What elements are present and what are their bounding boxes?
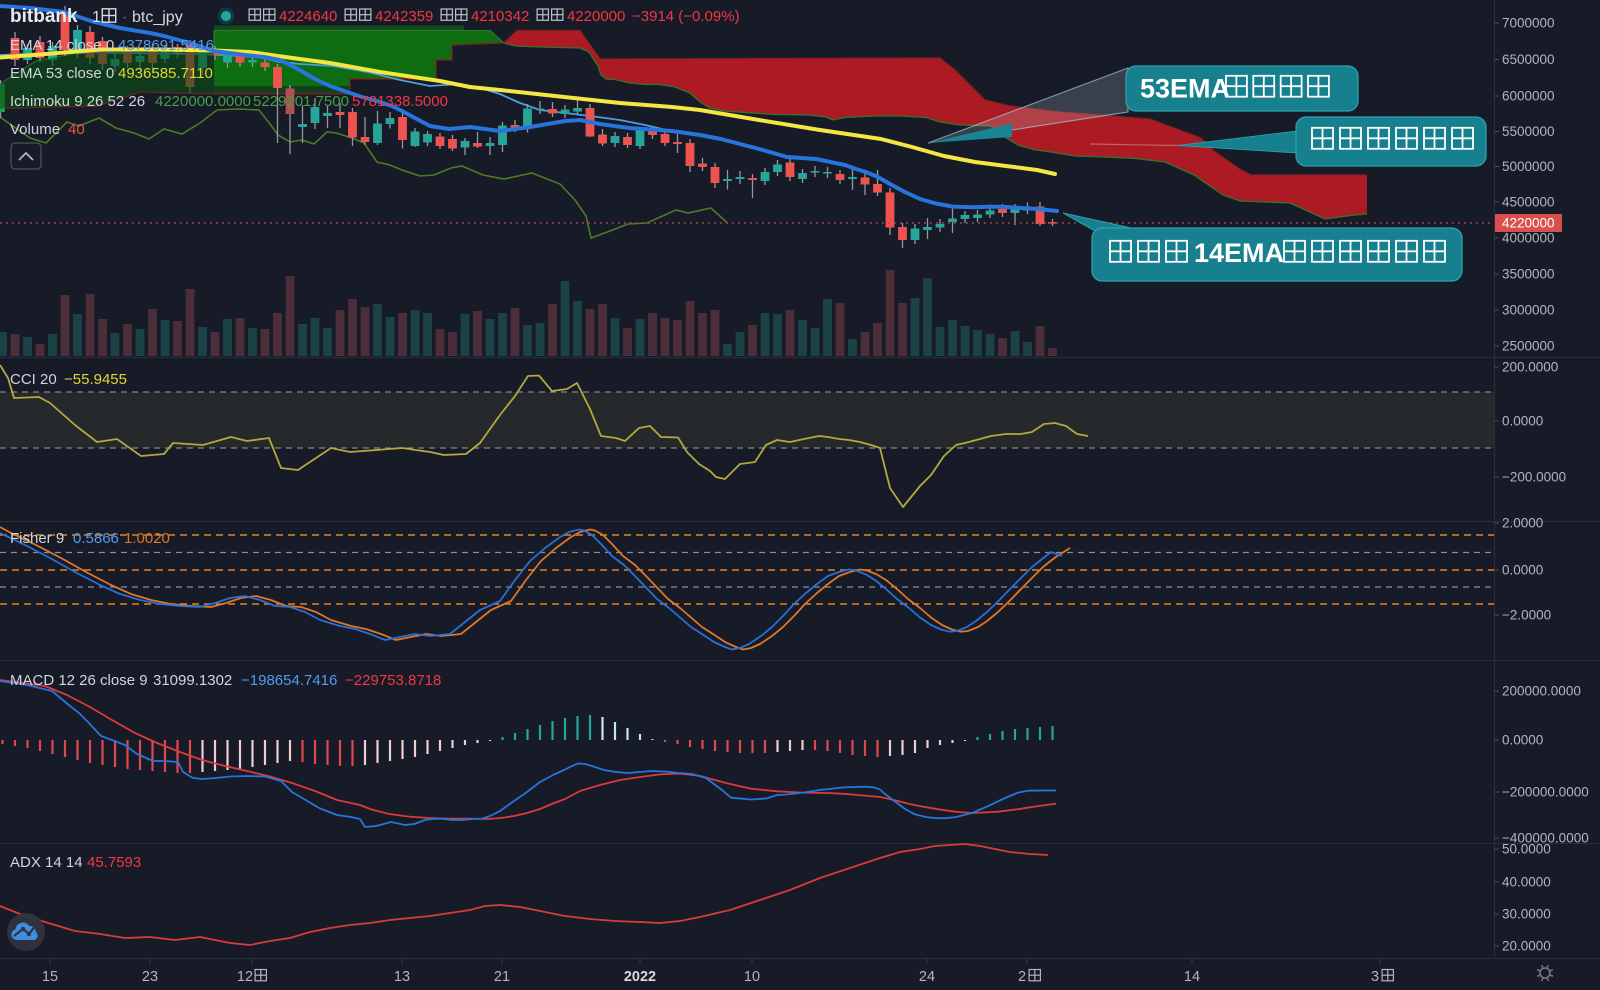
- svg-text:5500000: 5500000: [1502, 124, 1555, 139]
- svg-text:ADX 14 14: ADX 14 14: [10, 854, 83, 871]
- svg-text:200.0000: 200.0000: [1502, 360, 1558, 375]
- svg-text:3000000: 3000000: [1502, 303, 1555, 318]
- svg-text:Ichimoku 9 26 52 26: Ichimoku 9 26 52 26: [10, 93, 145, 110]
- svg-text:50.0000: 50.0000: [1502, 842, 1551, 857]
- svg-text:−200000.0000: −200000.0000: [1502, 785, 1589, 800]
- svg-text:−229753.8718: −229753.8718: [345, 672, 441, 689]
- svg-text:10: 10: [744, 969, 760, 985]
- svg-text:1.0020: 1.0020: [124, 530, 170, 547]
- svg-text:·: ·: [122, 9, 127, 26]
- svg-text:−198654.7416: −198654.7416: [241, 672, 337, 689]
- svg-text:14: 14: [1184, 969, 1200, 985]
- svg-text:4936585.7110: 4936585.7110: [118, 65, 213, 82]
- svg-text:4000000: 4000000: [1502, 231, 1555, 246]
- svg-text:4500000: 4500000: [1502, 195, 1555, 210]
- svg-text:btc_jpy: btc_jpy: [132, 9, 183, 26]
- svg-text:40.0000: 40.0000: [1502, 875, 1551, 890]
- svg-text:21: 21: [494, 969, 510, 985]
- svg-text:Volume: Volume: [10, 121, 60, 138]
- svg-text:4378691.5416: 4378691.5416: [118, 37, 214, 54]
- svg-text:4220000: 4220000: [567, 8, 625, 25]
- svg-text:bitbank: bitbank: [10, 6, 78, 27]
- svg-text:6000000: 6000000: [1502, 89, 1555, 104]
- svg-text:23: 23: [142, 969, 158, 985]
- svg-text:15: 15: [42, 969, 58, 985]
- svg-text:EMA 53 close 0: EMA 53 close 0: [10, 65, 114, 82]
- svg-text:0.0000: 0.0000: [1502, 733, 1543, 748]
- svg-text:MACD 12 26 close 9: MACD 12 26 close 9: [10, 672, 148, 689]
- svg-text:12: 12: [237, 969, 253, 985]
- svg-text:4210342: 4210342: [471, 8, 529, 25]
- svg-text:200000.0000: 200000.0000: [1502, 684, 1581, 699]
- svg-text:EMA 14 close 0: EMA 14 close 0: [10, 37, 114, 54]
- svg-text:−55.9455: −55.9455: [64, 371, 127, 388]
- svg-text:−3914 (−0.09%): −3914 (−0.09%): [632, 8, 740, 25]
- svg-text:30.0000: 30.0000: [1502, 907, 1551, 922]
- svg-text:5781338.5000: 5781338.5000: [352, 93, 448, 110]
- svg-text:6500000: 6500000: [1502, 52, 1555, 67]
- svg-text:20.0000: 20.0000: [1502, 939, 1551, 954]
- svg-text:2.0000: 2.0000: [1502, 516, 1543, 531]
- svg-text:3: 3: [1371, 969, 1379, 985]
- svg-text:−2.0000: −2.0000: [1502, 608, 1551, 623]
- svg-text:4220000.0000: 4220000.0000: [155, 93, 251, 110]
- svg-text:4220000: 4220000: [1502, 216, 1555, 231]
- svg-text:24: 24: [919, 969, 935, 985]
- svg-text:CCI 20: CCI 20: [10, 371, 57, 388]
- svg-text:14EMA: 14EMA: [1194, 238, 1284, 268]
- svg-text:0.0000: 0.0000: [1502, 563, 1543, 578]
- svg-text:40: 40: [68, 121, 85, 138]
- svg-text:5000000: 5000000: [1502, 159, 1555, 174]
- svg-text:−400000.0000: −400000.0000: [1502, 831, 1589, 846]
- svg-text:7000000: 7000000: [1502, 16, 1555, 31]
- svg-text:2: 2: [1018, 969, 1026, 985]
- svg-text:53EMA: 53EMA: [1140, 74, 1230, 104]
- svg-text:4224640: 4224640: [279, 8, 337, 25]
- svg-text:−200.0000: −200.0000: [1502, 470, 1566, 485]
- svg-text:3500000: 3500000: [1502, 267, 1555, 282]
- svg-text:13: 13: [394, 969, 410, 985]
- svg-text:0.5866: 0.5866: [73, 530, 119, 547]
- svg-text:5229201.7500: 5229201.7500: [253, 93, 349, 110]
- svg-text:Fisher 9: Fisher 9: [10, 530, 64, 547]
- svg-text:2022: 2022: [624, 969, 656, 985]
- svg-text:1: 1: [92, 9, 101, 26]
- svg-text:4242359: 4242359: [375, 8, 433, 25]
- svg-text:45.7593: 45.7593: [87, 854, 141, 871]
- svg-text:31099.1302: 31099.1302: [153, 672, 232, 689]
- svg-text:0.0000: 0.0000: [1502, 414, 1543, 429]
- svg-text:2500000: 2500000: [1502, 339, 1555, 354]
